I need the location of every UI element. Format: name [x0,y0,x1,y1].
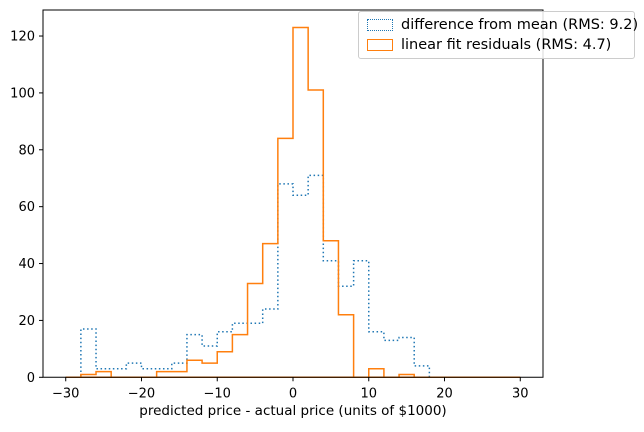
x-tick-label: 30 [512,386,529,401]
y-tick-label: 40 [18,257,35,272]
y-tick-label: 20 [18,314,35,329]
legend-label-difference-from-mean: difference from mean (RMS: 9.2) [401,17,639,33]
y-tick-label: 120 [10,30,35,45]
axes-frame [42,9,544,378]
y-tick-label: 80 [18,143,35,158]
y-tick-label: 100 [10,86,35,101]
y-tick-label: 60 [18,200,35,215]
x-tick-label: −10 [204,386,231,401]
x-axis-label: predicted price - actual price (units of… [139,403,447,419]
legend-item-difference-from-mean: difference from mean (RMS: 9.2) [367,17,638,33]
x-tick-label: 10 [360,386,377,401]
x-tick-label: 20 [436,386,453,401]
x-tick-label: 0 [289,386,297,401]
legend: difference from mean (RMS: 9.2) linear f… [358,11,638,59]
series-difference-from-mean [65,174,521,379]
y-tick-label: 0 [27,371,35,386]
legend-swatch-solid-icon [367,39,393,51]
series-linear-fit-residuals [65,26,521,379]
legend-swatch-dotted-icon [367,19,393,31]
legend-label-linear-fit-residuals: linear fit residuals (RMS: 4.7) [401,37,612,53]
x-tick-label: −20 [128,386,155,401]
legend-item-linear-fit-residuals: linear fit residuals (RMS: 4.7) [367,37,626,53]
x-tick-label: −30 [52,386,79,401]
